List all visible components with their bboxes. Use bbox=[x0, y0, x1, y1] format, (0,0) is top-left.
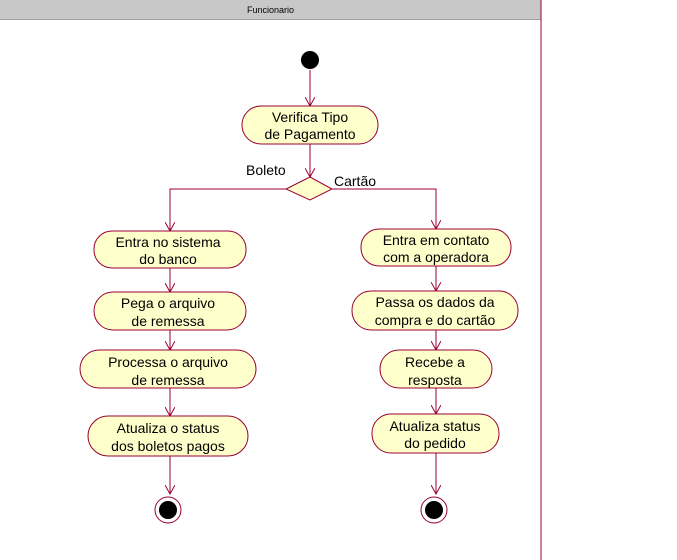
flow-cartao bbox=[332, 188, 436, 229]
activity-atualiza-pedido: Atualiza status do pedido bbox=[371, 413, 500, 454]
activity-entra-operadora: Entra em contato com a operadora bbox=[360, 228, 512, 267]
activity-atualiza-boletos-line2: dos boletos pagos bbox=[111, 438, 225, 454]
activity-atualiza-boletos: Atualiza o status dos boletos pagos bbox=[87, 415, 249, 457]
flow-boleto bbox=[170, 188, 286, 231]
activity-passa-dados-line2: compra e do cartão bbox=[375, 312, 496, 328]
activity-recebe-resposta-line1: Recebe a bbox=[405, 354, 465, 370]
activity-verifica-line1: Verifica Tipo bbox=[272, 109, 348, 125]
activity-entra-operadora-line1: Entra em contato bbox=[383, 232, 490, 248]
swimlane-header: Funcionario bbox=[0, 0, 541, 20]
activity-pega-arquivo: Pega o arquivo de remessa bbox=[93, 291, 247, 331]
guard-cartao: Cartão bbox=[334, 173, 376, 189]
activity-atualiza-boletos-line1: Atualiza o status bbox=[117, 420, 220, 436]
activity-passa-dados-line1: Passa os dados da bbox=[375, 294, 494, 310]
activity-processa-arquivo-line2: de remessa bbox=[131, 372, 204, 388]
activity-recebe-resposta-line2: resposta bbox=[408, 372, 462, 388]
end-node-left bbox=[154, 496, 182, 524]
activity-recebe-resposta: Recebe a resposta bbox=[379, 349, 493, 389]
activity-pega-arquivo-line2: de remessa bbox=[131, 313, 204, 329]
activity-entra-operadora-line2: com a operadora bbox=[383, 249, 489, 265]
activity-entra-banco-line2: do banco bbox=[139, 251, 197, 267]
decision-node bbox=[284, 176, 334, 201]
swimlane-title: Funcionario bbox=[246, 5, 295, 15]
activity-verifica-tipo: Verifica Tipo de Pagamento bbox=[241, 105, 379, 145]
activity-verifica-line2: de Pagamento bbox=[264, 126, 355, 142]
flows bbox=[170, 70, 436, 494]
activity-atualiza-pedido-line1: Atualiza status bbox=[389, 418, 480, 434]
activity-entra-banco-line1: Entra no sistema bbox=[115, 234, 220, 250]
guard-boleto: Boleto bbox=[246, 162, 286, 178]
activity-entra-banco: Entra no sistema do banco bbox=[93, 230, 247, 269]
start-node bbox=[301, 51, 319, 69]
activity-processa-arquivo: Processa o arquivo de remessa bbox=[79, 349, 257, 389]
activity-passa-dados: Passa os dados da compra e do cartão bbox=[351, 290, 519, 331]
activity-atualiza-pedido-line2: do pedido bbox=[404, 435, 466, 451]
end-node-right bbox=[420, 496, 448, 524]
activity-pega-arquivo-line1: Pega o arquivo bbox=[121, 295, 215, 311]
activity-processa-arquivo-line1: Processa o arquivo bbox=[108, 354, 228, 370]
